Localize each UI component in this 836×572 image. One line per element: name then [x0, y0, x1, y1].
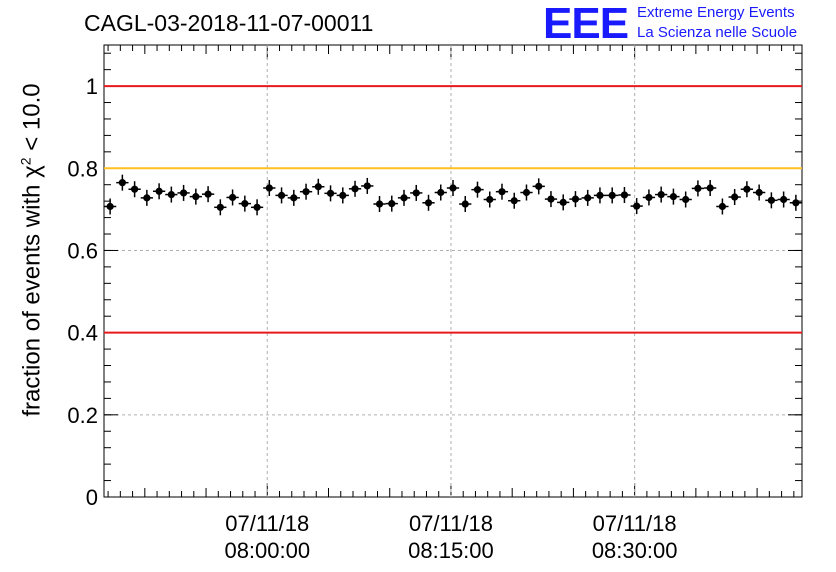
- x-tick-label-date: 07/11/18: [593, 511, 677, 536]
- data-point: [388, 200, 396, 208]
- x-tick-label-time: 08:00:00: [224, 538, 310, 563]
- data-point: [584, 194, 592, 202]
- data-point: [780, 195, 788, 204]
- data-point: [192, 193, 200, 201]
- logo-line-1: Extreme Energy Events: [637, 4, 795, 21]
- data-point: [265, 184, 273, 192]
- x-tick-label-time: 08:15:00: [408, 538, 494, 563]
- y-tick-label: 0: [86, 485, 98, 510]
- data-point: [694, 184, 702, 193]
- data-point: [375, 200, 384, 208]
- data-point: [461, 200, 469, 208]
- data-point: [559, 198, 567, 206]
- data-point: [216, 203, 224, 211]
- data-point: [682, 195, 690, 204]
- data-point: [620, 191, 629, 199]
- y-tick-label: 0.6: [67, 238, 98, 263]
- data-point: [277, 191, 286, 199]
- data-point: [228, 193, 237, 202]
- data-point: [645, 193, 653, 202]
- data-point: [596, 191, 604, 199]
- data-point: [498, 188, 506, 196]
- data-point: [437, 188, 445, 197]
- y-tick-label: 0.8: [67, 156, 98, 181]
- data-point: [669, 193, 678, 201]
- data-point: [633, 202, 641, 210]
- data-point: [743, 185, 751, 193]
- y-tick-label: 0.4: [67, 321, 98, 346]
- data-point: [412, 189, 420, 197]
- x-tick-label-date: 07/11/18: [409, 511, 493, 536]
- data-point: [767, 196, 775, 204]
- data-point: [290, 194, 298, 202]
- data-point: [326, 189, 335, 197]
- data-point: [351, 185, 359, 193]
- data-point: [118, 179, 126, 187]
- data-point: [731, 193, 739, 201]
- data-point: [657, 190, 665, 199]
- data-point: [522, 188, 531, 197]
- logo-line-2: La Scienza nelle Scuole: [637, 24, 798, 41]
- data-point: [473, 186, 482, 194]
- data-point: [363, 182, 371, 190]
- data-point: [204, 190, 212, 198]
- data-point: [547, 195, 555, 203]
- data-point: [302, 188, 310, 196]
- data-point: [755, 188, 763, 197]
- data-point: [400, 194, 408, 202]
- data-point: [106, 202, 114, 211]
- data-point: [179, 189, 188, 197]
- plot-frame: [103, 44, 803, 498]
- data-point: [131, 185, 139, 193]
- data-point: [718, 202, 727, 211]
- data-point: [167, 190, 175, 199]
- data-point: [535, 182, 543, 190]
- y-tick-label: 1: [86, 74, 98, 99]
- chart-title: CAGL-03-2018-11-07-00011: [84, 10, 374, 36]
- data-point: [253, 203, 261, 211]
- eee-logo: EEE: [543, 0, 629, 48]
- data-point: [510, 197, 518, 205]
- data-point: [143, 194, 151, 202]
- data-point: [314, 183, 322, 191]
- data-point: [155, 187, 163, 195]
- data-point: [449, 184, 457, 192]
- data-point: [792, 199, 800, 207]
- data-point: [571, 195, 580, 203]
- x-tick-label-date: 07/11/18: [225, 511, 309, 536]
- data-point: [486, 195, 494, 204]
- y-tick-label: 0.2: [67, 403, 98, 428]
- data-point: [241, 200, 249, 208]
- data-point: [706, 184, 714, 192]
- data-point: [608, 191, 616, 199]
- data-point: [339, 191, 347, 199]
- x-tick-label-time: 08:30:00: [592, 538, 678, 563]
- data-point: [424, 199, 433, 207]
